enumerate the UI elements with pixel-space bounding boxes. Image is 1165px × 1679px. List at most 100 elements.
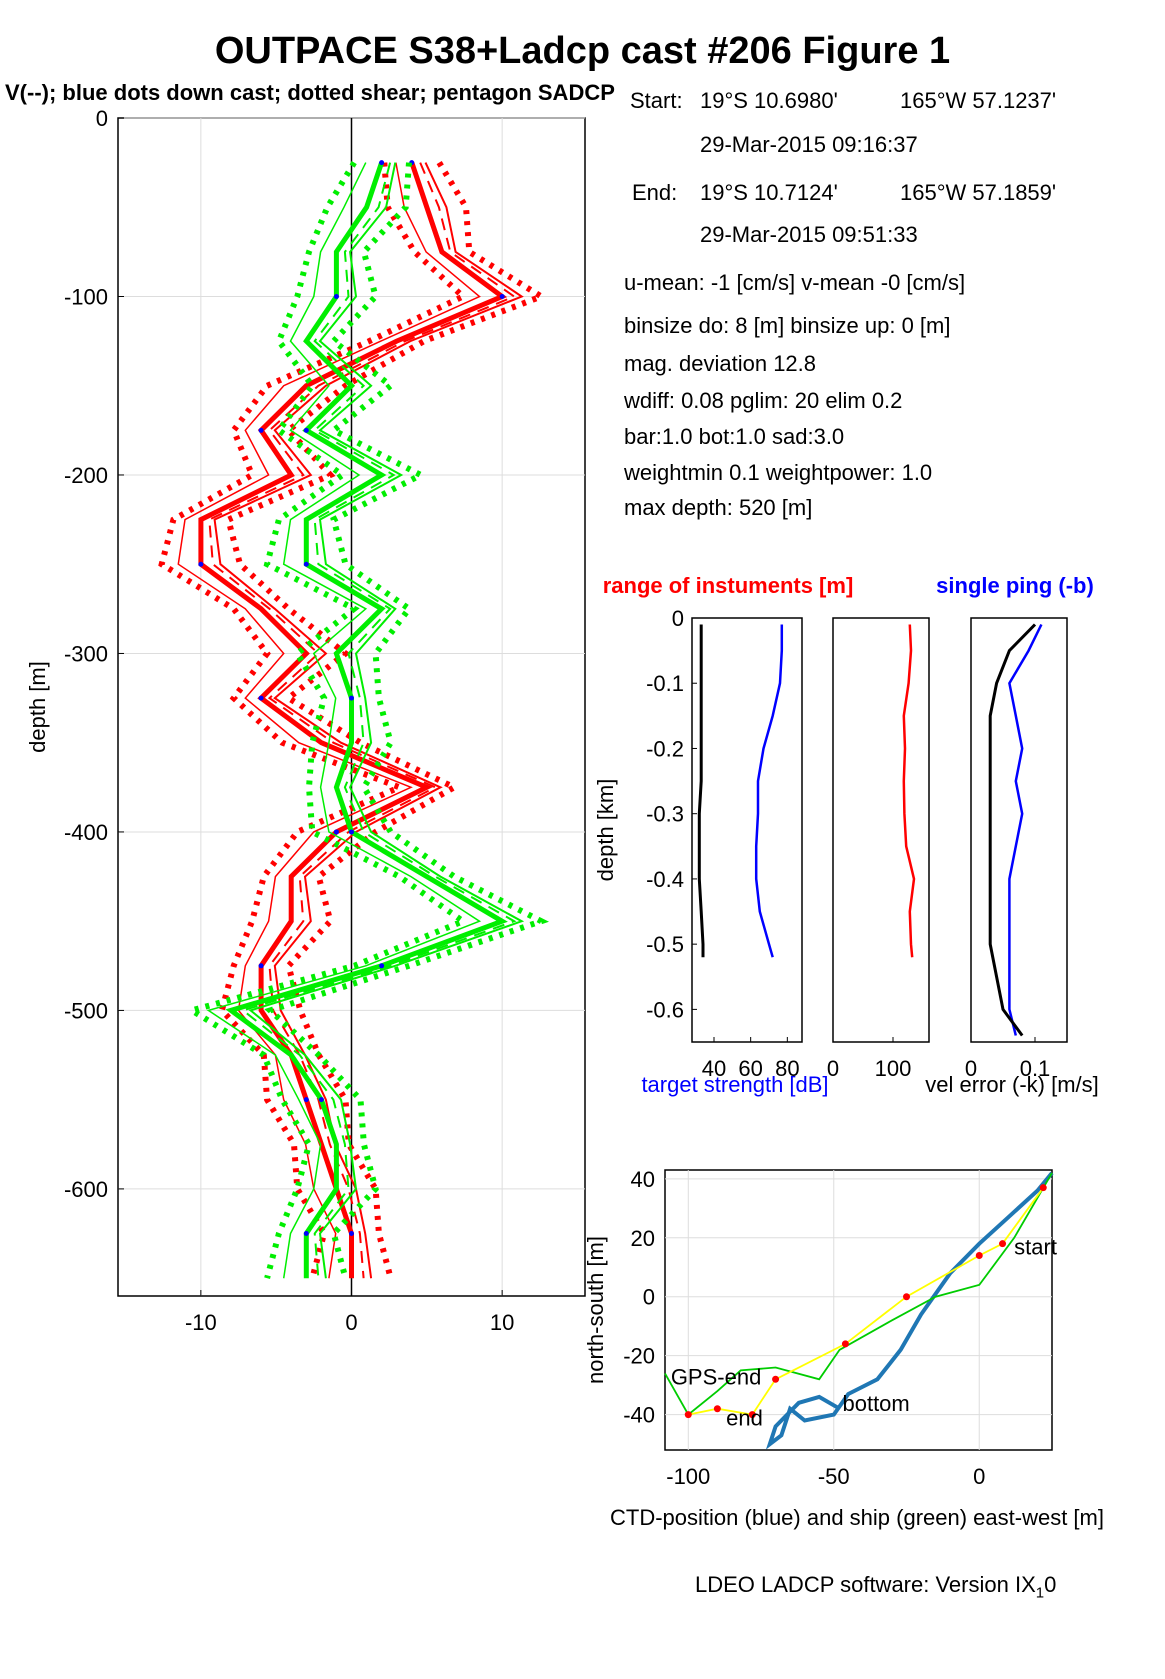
end-time: 29-Mar-2015 09:51:33 bbox=[700, 222, 918, 247]
downcast-dot bbox=[258, 963, 264, 969]
single-ping-line bbox=[1008, 623, 1043, 1036]
software-version: LDEO LADCP software: Version IX10 bbox=[695, 1572, 1056, 1601]
range-line bbox=[697, 624, 705, 958]
y-tick-label: -500 bbox=[64, 998, 108, 1023]
u-profile-line bbox=[213, 162, 524, 1279]
footer-tail: 0 bbox=[1044, 1572, 1057, 1597]
downcast-dot bbox=[198, 561, 204, 567]
downcast-dot bbox=[379, 160, 385, 166]
downcast-dot bbox=[258, 427, 264, 433]
mean-velocity: u-mean: -1 [cm/s] v-mean -0 [cm/s] bbox=[624, 270, 966, 295]
x-tick-label: 0 bbox=[973, 1464, 985, 1489]
track-annotation: end bbox=[726, 1406, 763, 1431]
y-tick-label: 20 bbox=[631, 1226, 655, 1251]
y-tick-label: -0.2 bbox=[646, 736, 684, 761]
v-profile-line bbox=[206, 162, 482, 1279]
gps-fix-dot bbox=[975, 1251, 983, 1259]
mag-deviation: mag. deviation 12.8 bbox=[624, 351, 817, 376]
gps-fix-dot bbox=[772, 1375, 780, 1383]
range-title: range of instuments [m] bbox=[603, 573, 854, 598]
weight-params: bar:1.0 bot:1.0 sad:3.0 bbox=[624, 424, 845, 449]
y-tick-label: 40 bbox=[631, 1167, 655, 1192]
y-tick-label: -200 bbox=[64, 463, 108, 488]
gps-fix-dot bbox=[1039, 1184, 1047, 1192]
footer-sub: 1 bbox=[1035, 1584, 1045, 1602]
x-tick-label: -10 bbox=[185, 1310, 217, 1335]
downcast-dot bbox=[303, 1231, 309, 1237]
downcast-dot bbox=[303, 427, 309, 433]
velocity-y-axis-label: depth [m] bbox=[25, 661, 50, 753]
gps-fix-dot bbox=[684, 1411, 692, 1419]
range-line bbox=[902, 624, 916, 958]
position-x-axis-label: CTD-position (blue) and ship (green) eas… bbox=[610, 1505, 1104, 1530]
target-strength-line bbox=[754, 624, 784, 958]
weight-min: weightmin 0.1 weightpower: 1.0 bbox=[624, 460, 933, 485]
downcast-dot bbox=[499, 293, 505, 299]
x-tick-label: -100 bbox=[666, 1464, 710, 1489]
u-profile-line bbox=[224, 161, 549, 1279]
position-axes bbox=[664, 1169, 1053, 1451]
max-depth: max depth: 520 [m] bbox=[624, 495, 813, 520]
instrument-axes bbox=[691, 617, 803, 1043]
ship-track bbox=[664, 1172, 1053, 1416]
y-tick-label: -0.5 bbox=[646, 932, 684, 957]
end-lon: 165°W 57.1859' bbox=[900, 180, 1057, 205]
track-annotation: bottom bbox=[842, 1391, 909, 1416]
y-tick-label: -0.3 bbox=[646, 802, 684, 827]
x-tick-label: 0 bbox=[827, 1056, 839, 1081]
start-time: 29-Mar-2015 09:16:37 bbox=[700, 132, 918, 157]
downcast-dot bbox=[258, 695, 264, 701]
v-profile-line bbox=[248, 162, 525, 1279]
x-tick-label: 10 bbox=[490, 1310, 514, 1335]
end-label: End: bbox=[632, 180, 678, 205]
footer-text: LDEO LADCP software: Version IX bbox=[695, 1572, 1036, 1597]
gps-fix-dot bbox=[713, 1405, 721, 1413]
v-profile-line bbox=[225, 161, 508, 1279]
ctd-track bbox=[765, 1171, 1054, 1450]
start-label: Start: bbox=[630, 88, 683, 113]
x-tick-label: -50 bbox=[818, 1464, 850, 1489]
vel-error-line bbox=[988, 623, 1037, 1037]
position-y-axis-label: north-south [m] bbox=[583, 1236, 608, 1384]
binsize: binsize do: 8 [m] binsize up: 0 [m] bbox=[624, 313, 951, 338]
downcast-dot bbox=[349, 695, 354, 701]
downcast-dot bbox=[303, 1097, 309, 1103]
figure-subtitle: V(--); blue dots down cast; dotted shear… bbox=[5, 80, 615, 105]
vel-error-label: vel error (-k) [m/s] bbox=[925, 1072, 1099, 1097]
x-tick-label: 0.1 bbox=[1020, 1056, 1051, 1081]
x-tick-label: 80 bbox=[775, 1056, 799, 1081]
y-tick-label: -0.6 bbox=[646, 997, 684, 1022]
track-annotation: GPS-end bbox=[671, 1364, 762, 1389]
wdiff-params: wdiff: 0.08 pglim: 20 elim 0.2 bbox=[624, 388, 903, 413]
y-tick-label: 0 bbox=[96, 106, 108, 131]
y-tick-label: -100 bbox=[64, 284, 108, 309]
downcast-dot bbox=[349, 1231, 354, 1237]
gps-fix-dot bbox=[999, 1240, 1007, 1248]
u-profile-line bbox=[208, 162, 517, 1279]
end-lat: 19°S 10.7124' bbox=[700, 180, 838, 205]
downcast-dot bbox=[349, 829, 354, 835]
u-profile-line bbox=[158, 162, 469, 1279]
y-tick-label: -0.4 bbox=[646, 867, 684, 892]
x-tick-label: 60 bbox=[738, 1056, 762, 1081]
track-annotation: start bbox=[1014, 1235, 1057, 1260]
v-profile-line bbox=[184, 161, 470, 1279]
figure-title: OUTPACE S38+Ladcp cast #206 Figure 1 bbox=[214, 30, 951, 72]
single-ping-title: single ping (-b) bbox=[936, 573, 1094, 598]
y-tick-label: -40 bbox=[623, 1403, 655, 1428]
downcast-dot bbox=[379, 963, 385, 969]
gps-fix-dot bbox=[841, 1340, 849, 1348]
x-tick-label: 0 bbox=[965, 1056, 977, 1081]
y-tick-label: 0 bbox=[643, 1285, 655, 1310]
y-tick-label: 0 bbox=[672, 606, 684, 631]
gps-fix-dot bbox=[748, 1411, 756, 1419]
start-lat: 19°S 10.6980' bbox=[700, 88, 838, 113]
y-tick-label: -400 bbox=[64, 820, 108, 845]
y-tick-label: -20 bbox=[623, 1344, 655, 1369]
start-lon: 165°W 57.1237' bbox=[900, 88, 1057, 113]
target-strength-label: target strength [dB] bbox=[641, 1072, 828, 1097]
downcast-dot bbox=[318, 1097, 324, 1103]
x-tick-label: 0 bbox=[345, 1310, 357, 1335]
instrument-y-axis-label: depth [km] bbox=[593, 779, 618, 882]
y-tick-label: -300 bbox=[64, 641, 108, 666]
